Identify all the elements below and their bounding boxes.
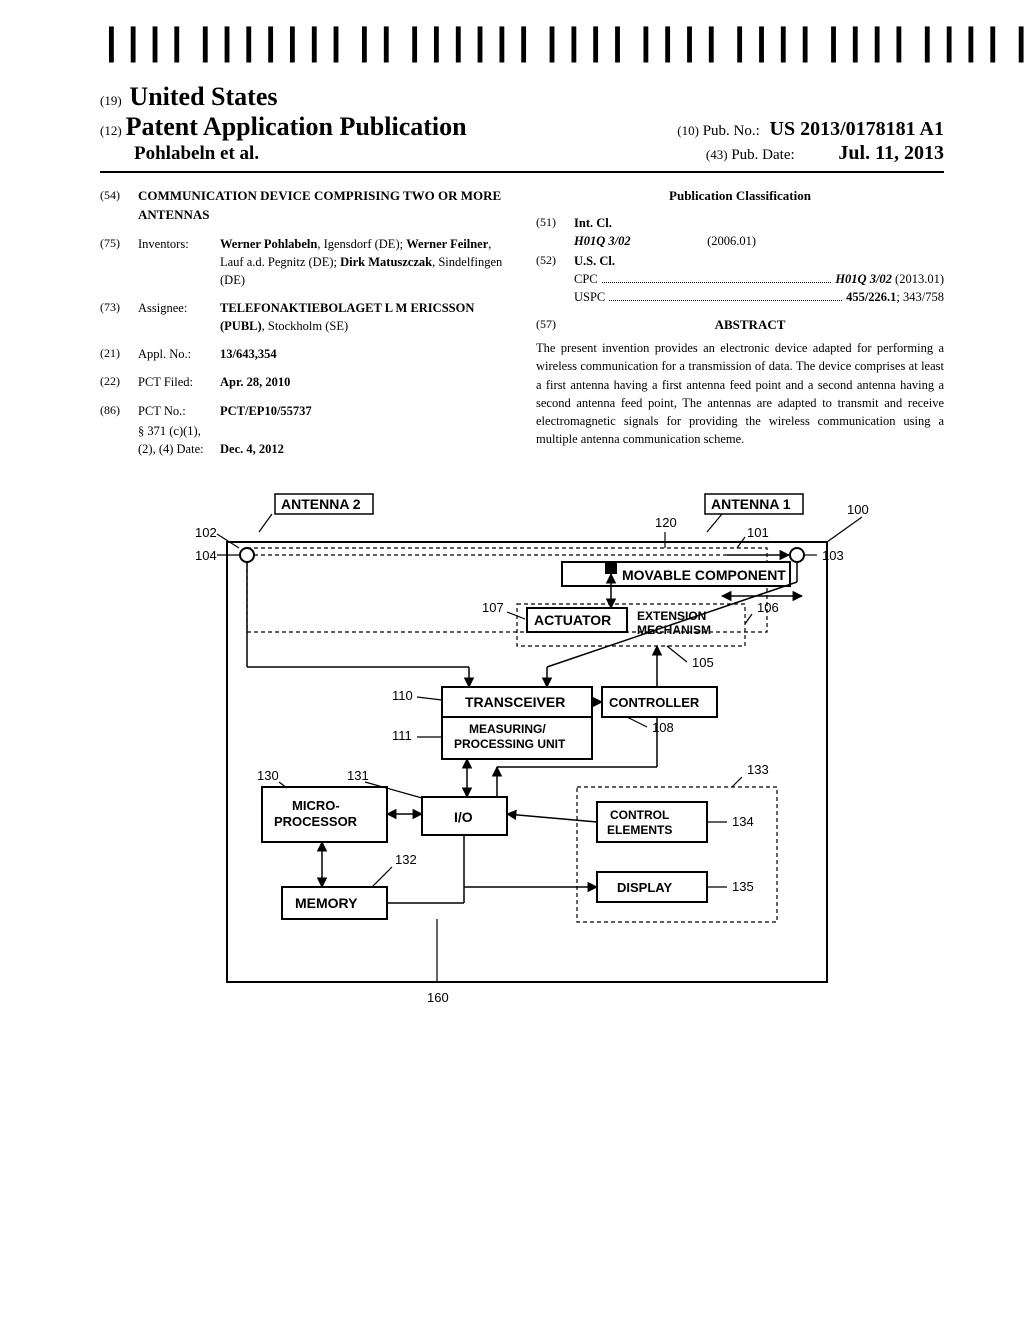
ref-105: 105 (692, 655, 714, 670)
measuring-line2: PROCESSING UNIT (454, 737, 566, 751)
intcl-code: (51) (536, 214, 574, 250)
ref-135: 135 (732, 879, 754, 894)
assignee-loc: , Stockholm (SE) (262, 319, 348, 333)
filed-value: Apr. 28, 2010 (220, 373, 508, 391)
abstract-text: The present invention provides an electr… (536, 339, 944, 448)
abstract-code: (57) (536, 316, 556, 333)
country-name: United States (129, 82, 277, 111)
appl-value: 13/643,354 (220, 345, 508, 363)
barcode-bars: |||| ||||||| || |||||| |||| |||| |||| ||… (100, 30, 1024, 60)
pct-value: PCT/EP10/55737 (220, 402, 508, 420)
ref-101: 101 (747, 525, 769, 540)
ref-100: 100 (847, 502, 869, 517)
pub-kind-code: (12) (100, 123, 122, 139)
uspc-value-1: 455/226.1 (846, 290, 896, 304)
controller-label: CONTROLLER (609, 695, 700, 710)
cpc-year: (2013.01) (892, 272, 944, 286)
ref-120: 120 (655, 515, 677, 530)
movable-label: MOVABLE COMPONENT (622, 567, 786, 583)
cpc-value: H01Q 3/02 (835, 272, 892, 286)
filed-code: (22) (100, 373, 138, 391)
io-label: I/O (454, 809, 473, 825)
assignee-label: Assignee: (138, 299, 220, 335)
ref-110: 110 (392, 688, 413, 703)
pct-label: PCT No.: (138, 402, 220, 420)
display-label: DISPLAY (617, 880, 672, 895)
pubno-code: (10) (677, 123, 699, 138)
uscl-code: (52) (536, 252, 574, 306)
intcl-label: Int. Cl. (574, 214, 944, 232)
cpc-lead: CPC (574, 270, 598, 288)
assignee-value: TELEFONAKTIEBOLAGET L M ERICSSON (PUBL),… (220, 299, 508, 335)
pubno-label: Pub. No.: (703, 123, 760, 139)
appl-code: (21) (100, 345, 138, 363)
antenna1-label: ANTENNA 1 (711, 496, 791, 512)
title-code: (54) (100, 187, 138, 225)
micro-line1: MICRO- (292, 798, 340, 813)
intcl-symbol: H01Q 3/02 (574, 232, 704, 250)
pct-code: (86) (100, 402, 138, 420)
inventors-label: Inventors: (138, 235, 220, 289)
pubdate-value: Jul. 11, 2013 (838, 142, 944, 164)
ctrlel-line1: CONTROL (610, 808, 669, 822)
memory-label: MEMORY (295, 895, 358, 911)
ctrlel-line2: ELEMENTS (607, 823, 672, 837)
uspc-value-2: ; 343/758 (896, 290, 944, 304)
actuator-label: ACTUATOR (534, 612, 611, 628)
country-code: (19) (100, 93, 122, 108)
appl-label: Appl. No.: (138, 345, 220, 363)
pubdate-label: Pub. Date: (731, 147, 794, 163)
ref-103: 103 (822, 548, 844, 563)
inventors-value: Werner Pohlabeln, Igensdorf (DE); Werner… (220, 235, 508, 289)
inventors-code: (75) (100, 235, 138, 289)
uscl-label: U.S. Cl. (574, 252, 944, 270)
ref-134: 134 (732, 814, 754, 829)
authors: Pohlabeln et al. (134, 143, 259, 165)
classification-header: Publication Classification (536, 187, 944, 206)
ref-102: 102 (195, 525, 217, 540)
s371-line2: (2), (4) Date: (138, 440, 220, 458)
ref-133: 133 (747, 762, 769, 777)
filed-label: PCT Filed: (138, 373, 220, 391)
pubdate-code: (43) (706, 147, 728, 162)
ref-132: 132 (395, 852, 417, 867)
figure-diagram: 100 ANTENNA 2 ANTENNA 1 MOVABLE COMPONEN… (167, 492, 877, 1022)
ref-131: 131 (347, 768, 369, 783)
barcode-block: |||| ||||||| || |||||| |||| |||| |||| ||… (100, 30, 944, 78)
uspc-lead: USPC (574, 288, 605, 306)
ref-108: 108 (652, 720, 674, 735)
ref-160: 160 (427, 990, 449, 1005)
invention-title: COMMUNICATION DEVICE COMPRISING TWO OR M… (138, 187, 508, 225)
ref-130: 130 (257, 768, 279, 783)
pubno-value: US 2013/0178181 A1 (770, 118, 944, 140)
s371-line1: § 371 (c)(1), (138, 422, 220, 440)
extension-line2: MECHANISM (637, 623, 711, 637)
ref-107: 107 (482, 600, 504, 615)
transceiver-label: TRANSCEIVER (465, 694, 565, 710)
ref-104: 104 (195, 548, 217, 563)
s371-value: Dec. 4, 2012 (220, 440, 508, 458)
ref-111: 111 (392, 728, 412, 743)
assignee-code: (73) (100, 299, 138, 335)
measuring-line1: MEASURING/ (469, 722, 546, 736)
abstract-header: ABSTRACT (536, 316, 944, 335)
ref-106: 106 (757, 600, 779, 615)
intcl-version: (2006.01) (707, 234, 756, 248)
micro-line2: PROCESSOR (274, 814, 358, 829)
antenna2-label: ANTENNA 2 (281, 496, 361, 512)
publication-title: Patent Application Publication (126, 112, 467, 142)
